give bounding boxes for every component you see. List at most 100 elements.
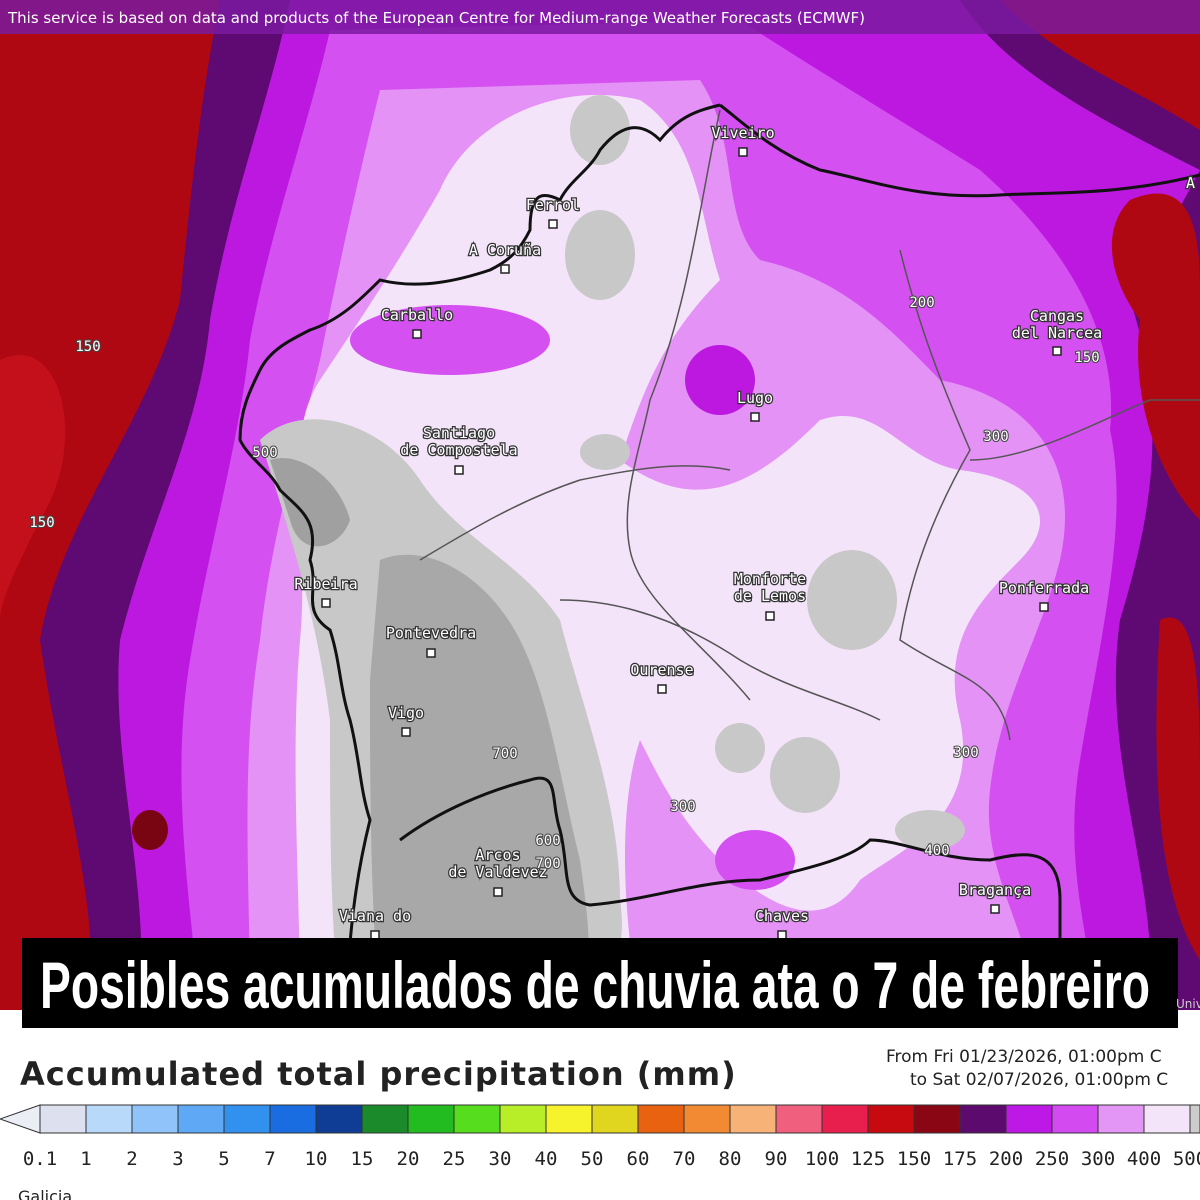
place-label: Ribeira xyxy=(294,575,357,593)
place-label: del Narcea xyxy=(1012,324,1102,342)
color-swatch xyxy=(315,1104,363,1134)
attribution-bar xyxy=(0,0,1200,34)
legend-tick: 150 xyxy=(897,1148,931,1170)
legend-tick: 20 xyxy=(397,1148,420,1170)
place-marker xyxy=(493,887,503,897)
place-label: Lugo xyxy=(737,389,773,407)
legend-tick: 15 xyxy=(351,1148,374,1170)
color-swatch xyxy=(131,1104,179,1134)
contour-label: 400 xyxy=(924,843,949,859)
period-from: From Fri 01/23/2026, 01:00pm C xyxy=(886,1047,1162,1067)
place-label: Monforte xyxy=(734,570,806,588)
legend-tick: 200 xyxy=(989,1148,1023,1170)
place-label: Pontevedra xyxy=(386,624,476,642)
color-swatch xyxy=(1189,1104,1200,1134)
place-label: Bragança xyxy=(959,881,1031,899)
color-swatch xyxy=(775,1104,823,1134)
place-marker xyxy=(1039,602,1049,612)
place-marker xyxy=(412,329,422,339)
color-swatch xyxy=(223,1104,271,1134)
color-swatch xyxy=(499,1104,547,1134)
contour-label: 700 xyxy=(492,746,517,762)
color-swatch xyxy=(591,1104,639,1134)
place-marker xyxy=(765,611,775,621)
place-marker xyxy=(990,904,1000,914)
color-swatch xyxy=(453,1104,501,1134)
contour-label: 300 xyxy=(953,745,978,761)
legend-tick: 2 xyxy=(126,1148,137,1170)
legend-tick: 3 xyxy=(172,1148,183,1170)
contour-label: 600 xyxy=(535,833,560,849)
contour-label: 300 xyxy=(670,799,695,815)
place-marker xyxy=(1052,346,1062,356)
contour-label: 150 xyxy=(75,339,100,355)
color-swatch xyxy=(407,1104,455,1134)
legend-tick: 100 xyxy=(805,1148,839,1170)
edge-label: Univ xyxy=(1176,997,1200,1011)
place-label: Viveiro xyxy=(711,124,774,142)
footer: Galicia xyxy=(18,1187,72,1200)
place-label: Santiago xyxy=(423,424,495,442)
legend-tick: 40 xyxy=(535,1148,558,1170)
place-label: Viana do xyxy=(339,907,411,925)
place-label: Ourense xyxy=(630,661,693,679)
legend-tick: 300 xyxy=(1081,1148,1115,1170)
color-swatch xyxy=(361,1104,409,1134)
place-marker xyxy=(777,930,787,940)
period-to: to Sat 02/07/2026, 01:00pm C xyxy=(910,1070,1168,1090)
color-swatch xyxy=(637,1104,685,1134)
legend-tick: 80 xyxy=(719,1148,742,1170)
legend-tick: 250 xyxy=(1035,1148,1069,1170)
legend-tick: 10 xyxy=(305,1148,328,1170)
place-label: Cangas xyxy=(1030,307,1084,325)
legend-tick: 70 xyxy=(673,1148,696,1170)
color-swatch xyxy=(85,1104,133,1134)
color-swatch xyxy=(1143,1104,1191,1134)
color-swatch xyxy=(913,1104,961,1134)
contour-label: 300 xyxy=(983,429,1008,445)
attribution: This service is based on data and produc… xyxy=(7,9,865,27)
color-swatch xyxy=(177,1104,225,1134)
edge-label: A xyxy=(1186,174,1195,192)
contour-label: 150 xyxy=(29,515,54,531)
color-swatch xyxy=(821,1104,869,1134)
place-marker xyxy=(370,930,380,940)
contour-label: 150 xyxy=(1074,350,1099,366)
color-swatch xyxy=(1051,1104,1099,1134)
legend-tick: 25 xyxy=(443,1148,466,1170)
legend-tick: 90 xyxy=(765,1148,788,1170)
contour-label: 500 xyxy=(252,445,277,461)
color-swatch xyxy=(545,1104,593,1134)
place-marker xyxy=(750,412,760,422)
place-marker xyxy=(321,598,331,608)
place-label: A Coruña xyxy=(469,241,541,259)
place-label: Ponferrada xyxy=(999,579,1089,597)
color-swatch xyxy=(683,1104,731,1134)
color-swatch xyxy=(39,1104,87,1134)
place-label: de Valdevez xyxy=(448,863,547,881)
place-label: Chaves xyxy=(755,907,809,925)
legend-tick: 175 xyxy=(943,1148,977,1170)
place-label: de Compostela xyxy=(400,441,517,459)
place-label: de Lemos xyxy=(734,587,806,605)
banner-box xyxy=(22,938,1178,1028)
color-swatch xyxy=(867,1104,915,1134)
legend-tick: 7 xyxy=(264,1148,275,1170)
place-marker xyxy=(500,264,510,274)
place-label: Carballo xyxy=(381,306,453,324)
legend-tick: 125 xyxy=(851,1148,885,1170)
contour-label: 700 xyxy=(535,856,560,872)
place-marker xyxy=(548,219,558,229)
place-marker xyxy=(454,465,464,475)
place-marker xyxy=(657,684,667,694)
contour-label: 200 xyxy=(909,295,934,311)
place-marker xyxy=(401,727,411,737)
color-swatch xyxy=(1097,1104,1145,1134)
legend-tick: 0.1 xyxy=(23,1148,57,1170)
legend-tick: 1 xyxy=(80,1148,91,1170)
color-swatch xyxy=(269,1104,317,1134)
color-swatch xyxy=(1005,1104,1053,1134)
place-marker xyxy=(426,648,436,658)
place-label: Vigo xyxy=(388,704,424,722)
